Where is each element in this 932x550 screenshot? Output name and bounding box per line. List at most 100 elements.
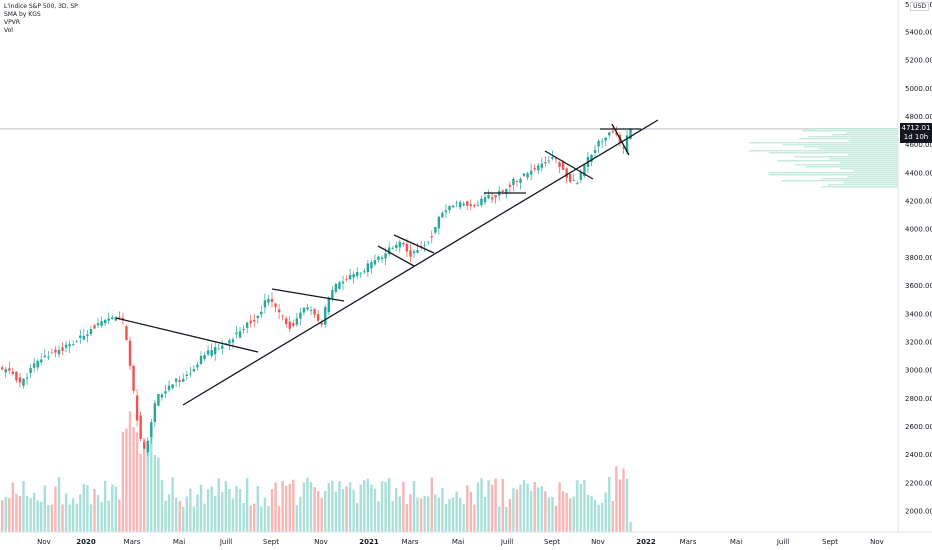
- x-tick-label: Nov: [870, 538, 884, 546]
- candle-body: [150, 422, 153, 438]
- volume-bar: [498, 506, 501, 532]
- volume-bar: [82, 484, 86, 532]
- volume-bar: [121, 431, 125, 532]
- candle-body: [597, 140, 600, 147]
- candle-body: [189, 373, 192, 375]
- x-tick-label: 2022: [636, 538, 656, 546]
- volume-bar: [79, 494, 82, 532]
- volume-bar: [345, 486, 348, 532]
- volume-bar: [441, 487, 444, 532]
- candle-body: [11, 371, 15, 374]
- candle-body: [15, 371, 18, 381]
- volume-bar: [309, 482, 313, 532]
- resistance-trendline[interactable]: [271, 288, 345, 302]
- candle-body: [604, 137, 607, 141]
- legend-indicator-volume[interactable]: Vol: [4, 27, 13, 34]
- candle-body: [157, 393, 160, 406]
- candle-body: [277, 309, 281, 313]
- volume-bar: [540, 486, 543, 532]
- candle-body: [174, 378, 178, 382]
- volume-bar: [75, 503, 78, 532]
- volume-bar: [402, 481, 405, 532]
- volume-bar: [387, 477, 391, 532]
- legend-indicator-vpvr[interactable]: VPVR: [4, 19, 20, 26]
- vpvr-row: [843, 182, 898, 184]
- candle-body: [164, 391, 167, 394]
- candle-body: [391, 247, 394, 249]
- candle-body: [57, 350, 61, 355]
- resistance-trendline[interactable]: [115, 317, 259, 353]
- currency-label[interactable]: USD: [910, 2, 929, 11]
- volume-bar: [576, 480, 579, 532]
- volume-bar: [569, 498, 572, 532]
- volume-bar: [554, 505, 558, 532]
- candle-body: [64, 344, 68, 348]
- last-price-tag: 4712.01 1d 10h: [900, 122, 932, 143]
- volume-bar: [4, 496, 7, 532]
- channel-trendline[interactable]: [544, 150, 594, 180]
- candle-body: [82, 335, 86, 340]
- candle-body: [313, 308, 316, 315]
- candle-body: [50, 352, 54, 354]
- candle-body: [302, 307, 306, 313]
- y-tick-label: 2000.00: [905, 508, 932, 516]
- support-trendline[interactable]: [182, 119, 659, 406]
- candle-body: [86, 334, 89, 336]
- candle-body: [228, 340, 231, 344]
- candle-body: [29, 368, 32, 374]
- volume-bar: [483, 496, 487, 532]
- candle-body: [178, 380, 181, 382]
- legend-symbol[interactable]: L'indice S&P 500, 3D, SP: [4, 3, 78, 10]
- candle-body: [221, 345, 224, 349]
- volume-bar: [25, 495, 29, 532]
- candle-body: [245, 322, 249, 328]
- vpvr-row: [820, 186, 898, 188]
- volume-bar: [363, 480, 366, 532]
- channel-trendline[interactable]: [611, 123, 630, 156]
- vpvr-row: [768, 174, 898, 176]
- volume-bar: [96, 494, 100, 532]
- candle-body: [316, 314, 320, 321]
- y-tick-label: 4800.00: [905, 113, 932, 121]
- candle-body: [238, 331, 242, 338]
- vpvr-row: [748, 150, 898, 152]
- candle-body: [285, 318, 288, 325]
- volume-bar: [64, 493, 68, 532]
- candle-body: [579, 171, 583, 180]
- volume-bar: [50, 504, 54, 532]
- vpvr-row: [852, 170, 898, 172]
- candle-body: [427, 241, 430, 243]
- volume-bar: [625, 478, 629, 532]
- volume-bar: [434, 494, 437, 532]
- volume-bar: [54, 486, 57, 532]
- candle-body: [590, 154, 593, 163]
- volume-bar: [214, 496, 217, 532]
- volume-bar: [114, 486, 117, 532]
- candle-body: [306, 307, 309, 310]
- candle-body: [192, 369, 196, 372]
- volume-bar: [206, 489, 210, 532]
- candle-body: [572, 180, 575, 182]
- candle-body: [487, 195, 490, 199]
- candle-body: [309, 310, 313, 311]
- candle-body: [206, 350, 210, 355]
- channel-trendline[interactable]: [377, 245, 415, 267]
- candle-body: [36, 360, 39, 368]
- volume-bar: [451, 497, 455, 532]
- volume-bar: [61, 504, 64, 532]
- volume-bar: [384, 482, 387, 532]
- volume-bar: [150, 432, 153, 532]
- volume-bar: [370, 484, 373, 532]
- volume-bar: [242, 503, 245, 532]
- volume-bar: [238, 488, 242, 532]
- legend-indicator-sma[interactable]: SMA by KGS: [4, 11, 41, 18]
- candle-body: [434, 227, 437, 233]
- volume-bar: [249, 505, 252, 532]
- x-tick-label: Mars: [402, 538, 419, 546]
- volume-bar: [519, 484, 522, 532]
- volume-bars: [1, 411, 632, 532]
- channel-trendline[interactable]: [393, 234, 435, 254]
- candle-body: [25, 377, 29, 379]
- trendline-drawings[interactable]: [115, 119, 659, 406]
